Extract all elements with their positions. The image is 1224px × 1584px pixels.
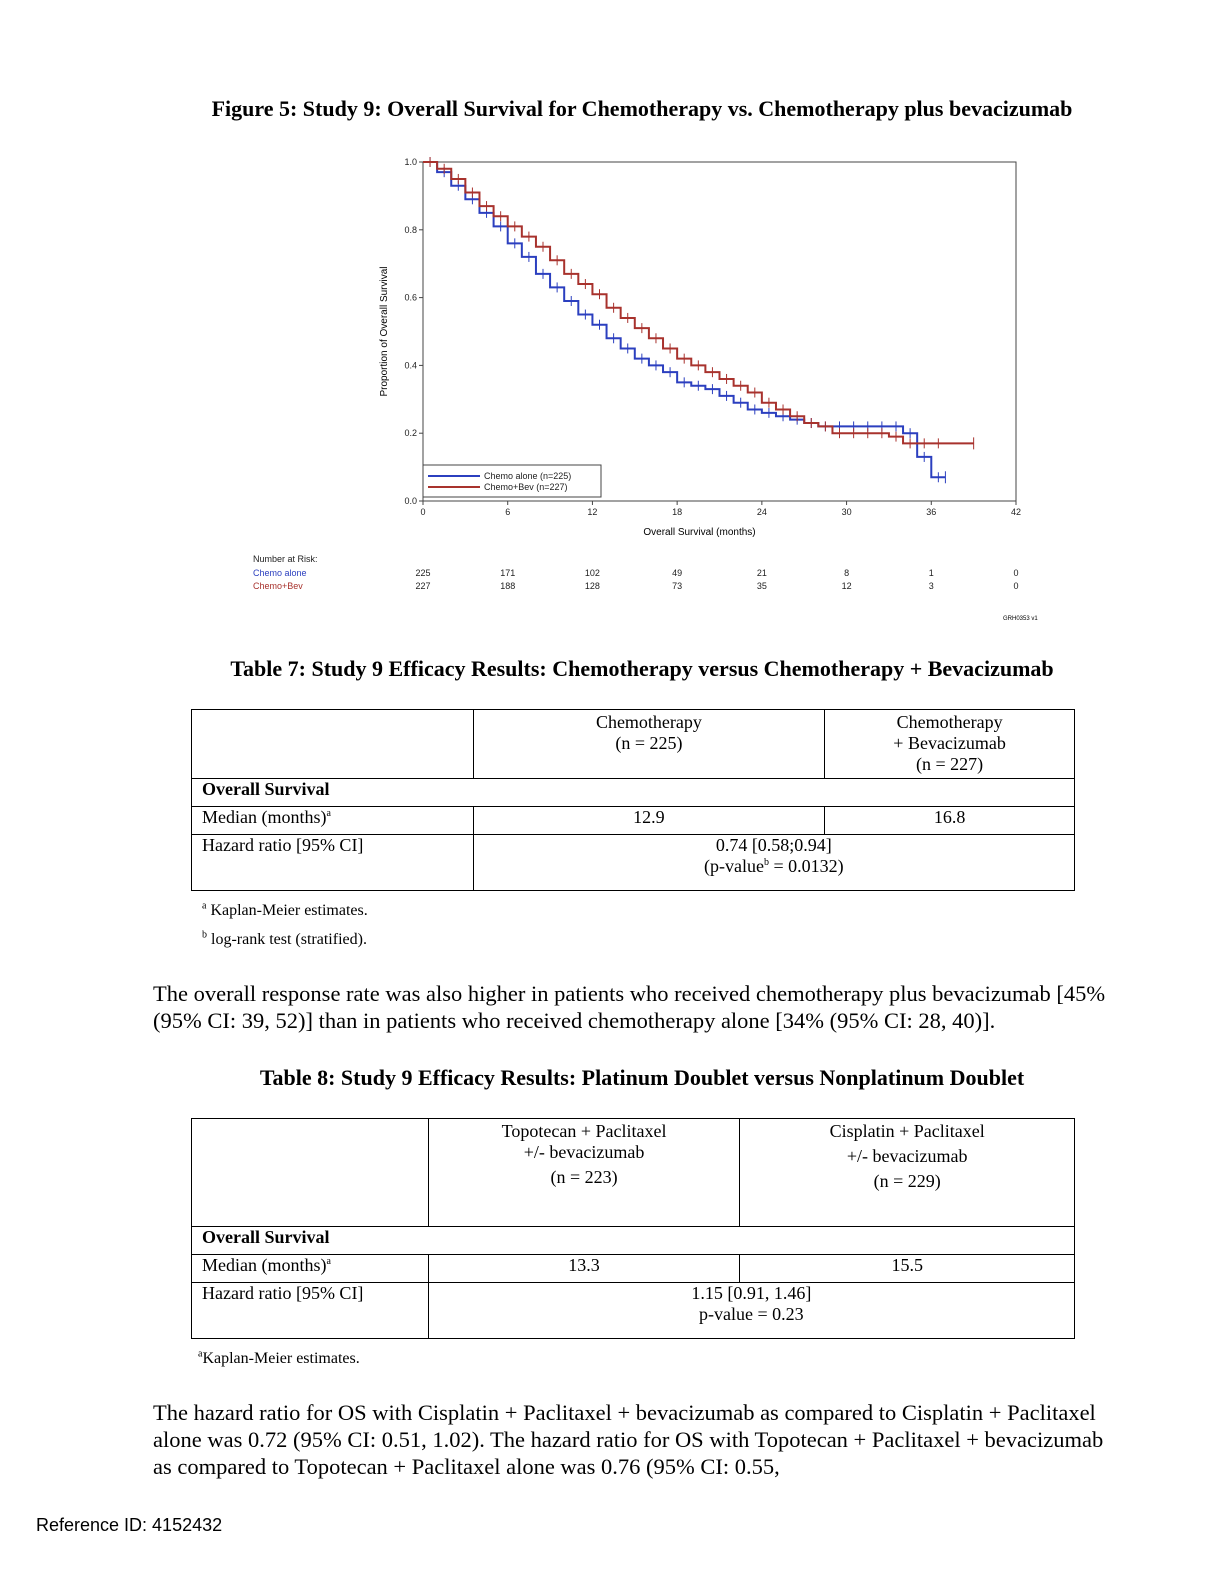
y-axis-label: Proportion of Overall Survival [379, 266, 390, 396]
figure-title: Figure 5: Study 9: Overall Survival for … [211, 96, 1073, 121]
table7: Chemotherapy (n = 225) Chemotherapy + Beva… [191, 709, 1076, 891]
reference-id: Reference ID: 4152432 [36, 1515, 223, 1535]
risk-value: 225 [415, 568, 430, 578]
legend-label: Chemo alone (n=225) [484, 471, 571, 481]
y-tick-label: 0.4 [404, 360, 417, 370]
risk-title: Number at Risk: [253, 554, 318, 564]
risk-value: 3 [929, 581, 934, 591]
x-axis-label: Overall Survival (months) [643, 527, 755, 538]
number-at-risk-table: Number at Risk: Chemo alone 225 171 102 49 21 8… [253, 554, 1019, 591]
legend-box [422, 464, 602, 498]
table8-median-topotecan: 13.3 [427, 1254, 741, 1283]
risk-value: 1 [929, 568, 934, 578]
table8-hr-value: 1.15 [0.91, 1.46] p-value = 0.23 [427, 1282, 1076, 1339]
risk-value: 128 [585, 581, 600, 591]
table8-col2-header: Cisplatin + Paclitaxel +/- bevacizumab (n … [739, 1118, 1075, 1227]
table8-median-label: Median (months)a [191, 1254, 429, 1283]
x-tick-label: 42 [1011, 507, 1021, 517]
table7-title: Table 7: Study 9 Efficacy Results: Chemo… [230, 656, 1054, 681]
table8-col1-header: Topotecan + Paclitaxel +/- bevacizumab (n … [427, 1118, 741, 1227]
paragraph-hazard-ratio: The hazard ratio for OS with Cisplatin +… [153, 1400, 1104, 1479]
table7-median-label: Median (months)a [191, 806, 474, 835]
risk-value: 0 [1013, 581, 1018, 591]
risk-value: 102 [585, 568, 600, 578]
table8-section-label: Overall Survival [191, 1226, 429, 1255]
survival-chart: 0.00.20.40.60.81.0 0 6 12 18 24 30 36 42 Chemo … [253, 157, 1038, 622]
table7-empty-header [191, 709, 474, 779]
table8-section-filler [428, 1226, 740, 1255]
table7-section-filler [473, 778, 825, 807]
x-tick-label: 18 [672, 507, 682, 517]
risk-row-label: Chemo+Bev [253, 581, 303, 591]
table7-section-label: Overall Survival [191, 778, 474, 807]
risk-value: 21 [757, 568, 767, 578]
table8-median-cisplatin: 15.5 [739, 1254, 1075, 1283]
table8-hr-label: Hazard ratio [95% CI] [191, 1282, 429, 1339]
plot-frame [422, 161, 1017, 502]
y-tick-label: 0.6 [404, 293, 417, 303]
legend-label: Chemo+Bev (n=227) [484, 482, 568, 492]
x-tick-label: 0 [420, 507, 425, 517]
table7-footnote-a: a Kaplan-Meier estimates. [202, 900, 368, 919]
table7-hr-label: Hazard ratio [95% CI] [191, 834, 474, 891]
table7-col1-header: Chemotherapy (n = 225) [472, 709, 826, 779]
y-tick-label: 1.0 [404, 157, 417, 167]
risk-row-label: Chemo alone [253, 568, 307, 578]
table8-footnote-a: aKaplan-Meier estimates. [198, 1348, 360, 1367]
y-axis: 0.0 0.2 0.4 0.6 0.8 1.0 [404, 157, 423, 506]
table8: Topotecan + Paclitaxel +/- bevacizumab (n … [191, 1118, 1076, 1339]
table7-section-filler [824, 778, 1075, 807]
paragraph-response-rate: The overall response rate was also highe… [153, 981, 1106, 1033]
risk-value: 8 [844, 568, 849, 578]
table7-col2-header: Chemotherapy + Bevacizumab (n = 227) [824, 709, 1075, 779]
chemo-alone-curve [423, 161, 946, 479]
risk-value: 35 [757, 581, 767, 591]
x-tick-label: 36 [926, 507, 936, 517]
risk-value: 227 [415, 581, 430, 591]
table8-title: Table 8: Study 9 Efficacy Results: Plati… [259, 1065, 1025, 1090]
y-tick-label: 0.8 [404, 225, 417, 235]
chart-legend: Chemo alone (n=225)Chemo+Bev (n=227) [422, 464, 602, 498]
risk-value: 0 [1013, 568, 1018, 578]
table7-median-chemo-bev: 16.8 [824, 806, 1075, 835]
y-tick-label: 0.2 [404, 428, 417, 438]
series-layer [423, 157, 975, 484]
table7-footnote-b: b log-rank test (stratified). [202, 929, 367, 948]
risk-value: 73 [672, 581, 682, 591]
x-tick-label: 12 [587, 507, 597, 517]
x-axis: 0 6 12 18 24 30 36 42 [420, 501, 1021, 517]
plot-border [422, 161, 1017, 502]
table8-empty-header [191, 1118, 429, 1227]
table7-median-chemo: 12.9 [472, 806, 826, 835]
x-tick-label: 6 [505, 507, 510, 517]
table8-section-filler [739, 1226, 1075, 1255]
risk-value: 12 [842, 581, 852, 591]
figure-code: GRH0353 v1 [1003, 616, 1038, 622]
risk-value: 171 [500, 568, 515, 578]
x-tick-label: 30 [842, 507, 852, 517]
risk-value: 49 [672, 568, 682, 578]
risk-value: 188 [500, 581, 515, 591]
x-tick-label: 24 [757, 507, 767, 517]
y-tick-label: 0.0 [404, 496, 417, 506]
chemo-bev-curve [423, 161, 974, 445]
table7-hr-value: 0.74 [0.58;0.94] (p-valueb = 0.0132) [472, 834, 1076, 891]
